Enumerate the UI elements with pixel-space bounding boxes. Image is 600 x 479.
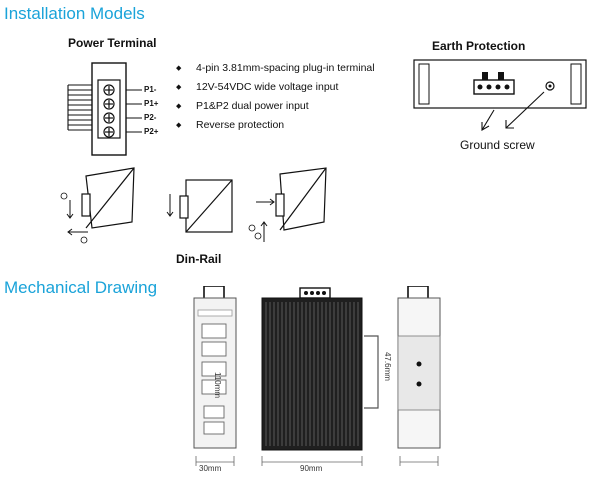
front-view-drawing [193,286,237,466]
side-depth-label: 90mm [300,464,323,473]
pin-label-p1-plus: P1+ [144,99,159,108]
installation-models-title: Installation Models [4,4,145,23]
din-rail-caption: Din-Rail [176,252,222,266]
feature-item: Reverse protection [176,116,375,135]
din-rail-steps-drawing [60,167,327,244]
pin-label-p2-plus: P2+ [144,127,159,136]
earth-protection-drawing [413,59,587,131]
power-terminal-features: 4-pin 3.81mm-spacing plug-in terminal 12… [176,59,375,135]
rail-height-label: 47.6mm [383,352,392,381]
mechanical-drawing-title: Mechanical Drawing [4,278,158,297]
earth-protection-title: Earth Protection [432,39,526,53]
feature-item: 12V-54VDC wide voltage input [176,78,375,97]
pin-label-p2-minus: P2- [144,113,157,122]
height-label: 110mm [213,372,222,399]
side-view-drawing [261,287,379,466]
power-terminal-drawing [67,62,142,156]
power-terminal-title: Power Terminal [68,36,157,50]
ground-screw-caption: Ground screw [460,138,535,152]
feature-item: P1&P2 dual power input [176,97,375,116]
pin-label-p1-minus: P1- [144,85,157,94]
back-view-drawing [397,286,441,466]
front-width-label: 30mm [199,464,222,473]
feature-item: 4-pin 3.81mm-spacing plug-in terminal [176,59,375,78]
